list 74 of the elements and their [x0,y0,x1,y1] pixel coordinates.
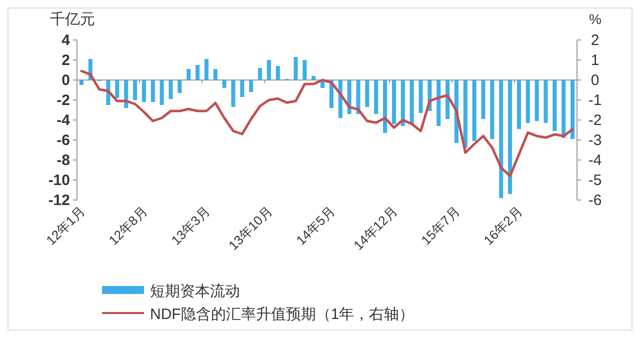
bar [258,68,262,80]
y2-axis-title: % [589,11,602,27]
bar [526,80,530,123]
y-tick-label: -10 [48,172,70,189]
y2-tick-label: 0 [590,72,600,89]
y2-tick-label: -5 [588,172,602,189]
bar [240,80,244,97]
bar [204,59,208,80]
bar [294,57,298,80]
x-tick-label: 14年12月 [350,204,400,253]
bar [79,80,84,85]
bar [392,80,396,124]
y2-tick-label: -1 [588,92,602,109]
bar [365,80,370,107]
bar [570,80,575,139]
bar [410,80,414,124]
bar [196,65,200,80]
bar [534,80,539,121]
y-tick-label: -6 [56,132,70,149]
y-tick-label: -2 [56,92,70,109]
legend-label: NDF隐含的汇率升值预期（1年，右轴） [150,306,414,323]
y-tick-label: 2 [62,52,70,69]
y-tick-label: -4 [56,112,71,129]
bar [302,60,307,80]
x-tick-label: 13年10月 [226,204,276,253]
y2-tick-label: -4 [588,152,602,169]
bar [436,80,441,126]
bar [133,80,138,100]
bar [374,80,378,114]
bar [472,80,476,141]
y-tick-label: 4 [62,32,71,49]
line-series [80,70,574,178]
y2-tick-label: -3 [588,132,602,149]
bar [231,80,236,107]
bar [222,80,226,88]
bar [142,80,146,102]
legend-label: 短期资本流动 [150,283,240,300]
y2-tick-label: 2 [590,32,600,49]
bar [516,80,521,129]
bar [544,80,548,123]
bar [249,80,254,92]
bar [508,80,512,194]
y2-tick-label: -6 [588,192,602,209]
bar [463,80,468,148]
bar [490,80,494,139]
y2-tick-label: -2 [588,112,602,129]
bar [178,80,182,93]
x-tick-label: 12年8月 [106,204,150,248]
bar [150,80,155,102]
bar [400,80,405,126]
x-tick-label: 13年3月 [168,204,213,248]
x-tick-label: 16年2月 [480,204,526,248]
y-tick-label: 0 [62,72,70,89]
bar [312,76,316,80]
bar [168,80,173,99]
bar [266,60,271,80]
bar [481,80,486,119]
bar [213,69,218,80]
bar [499,80,504,198]
y-axis-title: 千亿元 [50,11,95,28]
bar [276,66,280,80]
bar [552,80,557,131]
y-tick-label: -8 [56,152,70,169]
bar [124,80,128,108]
bar [115,80,120,98]
y2-tick-label: 1 [590,52,600,69]
x-tick-label: 15年7月 [418,204,463,248]
bar [356,80,360,114]
bar [418,80,423,113]
x-tick-label: 14年5月 [293,204,338,248]
bar [160,80,164,105]
bar [186,69,191,80]
bar [562,80,566,138]
bar [383,80,388,133]
